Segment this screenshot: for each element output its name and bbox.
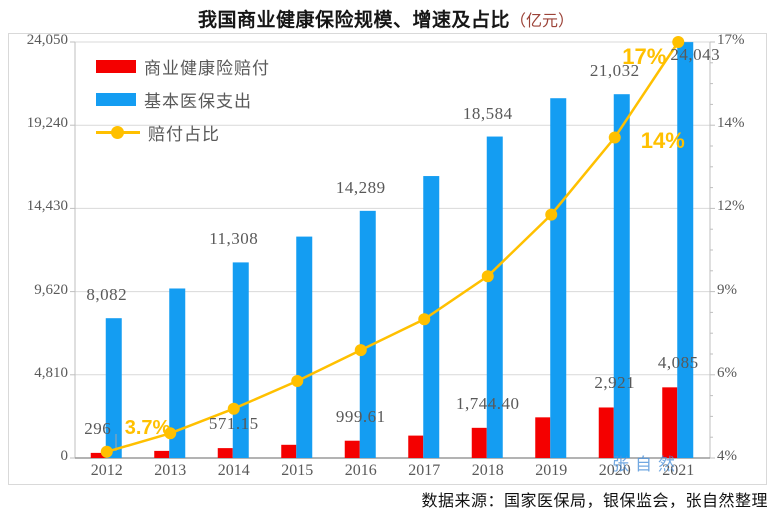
- ratio-point-2015: [291, 375, 304, 387]
- bar-claims-2016: [344, 440, 360, 458]
- value-label-claims: 4,085: [657, 353, 699, 373]
- y-axis-label-left: 0: [60, 448, 69, 464]
- ratio-point-2016: [354, 344, 367, 357]
- legend-swatch-red: [96, 59, 136, 73]
- legend-swatch-blue: [96, 92, 136, 106]
- bar-medicare-2013: [169, 288, 186, 458]
- chart-title-unit: （亿元）: [510, 13, 575, 30]
- y-axis-label-left: 14,430: [26, 198, 68, 215]
- value-label-medicare: 21,032: [589, 61, 640, 81]
- x-axis-label: 2019: [535, 462, 568, 479]
- bar-medicare-2019: [550, 98, 567, 458]
- ratio-point-2012: [100, 445, 113, 458]
- y-axis-label-right: 17%: [717, 32, 745, 48]
- legend-label: 赔付占比: [148, 124, 220, 144]
- bar-medicare-2018: [486, 136, 503, 458]
- ratio-point-2013: [164, 427, 177, 440]
- x-axis-label: 2016: [344, 462, 377, 479]
- bar-claims-2014: [217, 448, 233, 458]
- x-axis-label: 2017: [408, 462, 441, 479]
- value-label-medicare: 18,584: [462, 103, 513, 123]
- y-axis-label-left: 24,050: [26, 32, 68, 48]
- bar-medicare-2020: [613, 94, 630, 458]
- x-axis-label: 2014: [217, 462, 250, 479]
- value-label-medicare: 8,082: [86, 285, 128, 305]
- value-label-claims: 571.15: [208, 414, 259, 434]
- ratio-line: [106, 41, 680, 454]
- value-label-medicare: 24,043: [670, 45, 721, 65]
- x-axis-label: 2020: [598, 462, 631, 479]
- bar-claims-2013: [154, 450, 170, 458]
- value-label-claims: 999.61: [335, 406, 386, 426]
- y-axis-label-left: 4,810: [34, 364, 68, 381]
- value-label-medicare: 11,308: [209, 229, 259, 249]
- ratio-label: 17%: [622, 44, 667, 69]
- y-axis-label-right: 14%: [717, 115, 745, 132]
- watermark: 张自然: [612, 455, 681, 474]
- source-note: 数据来源：国家医保局，银保监会，张自然整理: [421, 493, 768, 510]
- x-axis-label: 2012: [90, 462, 123, 479]
- ratio-label: 3.7%: [124, 416, 171, 439]
- bar-medicare-2015: [296, 236, 313, 458]
- legend-label: 商业健康险赔付: [144, 58, 270, 78]
- legend-line-dot-icon: [96, 125, 140, 139]
- x-axis-label: 2015: [281, 462, 314, 479]
- bar-medicare-2017: [423, 176, 440, 458]
- bar-medicare-2021: [677, 42, 694, 458]
- x-axis-label: 2021: [662, 462, 695, 479]
- bar-claims-2021: [662, 387, 678, 458]
- value-label-claims: 296: [84, 418, 112, 438]
- bar-claims-2019: [535, 417, 551, 458]
- bar-medicare-2016: [359, 210, 376, 458]
- legend: 商业健康险赔付 基本医保支出 赔付占比: [96, 54, 270, 153]
- bar-claims-2012: [90, 452, 106, 458]
- value-label-medicare: 14,289: [335, 177, 386, 197]
- legend-label: 基本医保支出: [144, 91, 252, 111]
- ratio-point-2017: [418, 313, 431, 326]
- y-axis-label-right: 9%: [717, 281, 737, 298]
- ratio-label: 14%: [640, 127, 685, 153]
- value-label-claims: 1,744.40: [456, 393, 520, 413]
- bar-claims-2020: [598, 407, 614, 458]
- bar-medicare-2012: [105, 318, 122, 458]
- bar-claims-2017: [408, 435, 424, 458]
- ratio-point-2018: [481, 270, 494, 283]
- page-title: 我国商业健康保险规模、增速及占比（亿元）: [0, 5, 772, 32]
- ratio-point-2019: [545, 208, 558, 221]
- legend-item-claims: 商业健康险赔付: [96, 54, 270, 78]
- y-axis-label-left: 19,240: [26, 115, 68, 132]
- bar-claims-2015: [281, 444, 297, 458]
- chart-area-border: [8, 33, 767, 485]
- bar-claims-2018: [471, 427, 487, 458]
- y-axis-label-right: 4%: [717, 448, 737, 464]
- x-axis-label: 2013: [154, 462, 187, 479]
- legend-item-ratio: 赔付占比: [96, 120, 270, 144]
- ratio-point-2020: [608, 131, 621, 144]
- y-axis-label-left: 9,620: [34, 281, 68, 298]
- ratio-point-2021: [672, 36, 685, 48]
- ratio-point-2014: [227, 402, 240, 415]
- value-label-claims: 2,921: [594, 373, 636, 393]
- y-axis-label-right: 12%: [717, 198, 745, 215]
- legend-item-medicare: 基本医保支出: [96, 87, 270, 111]
- y-axis-label-right: 6%: [717, 364, 737, 381]
- chart-title: 我国商业健康保险规模、增速及占比: [197, 10, 510, 31]
- x-axis-label: 2018: [471, 462, 504, 479]
